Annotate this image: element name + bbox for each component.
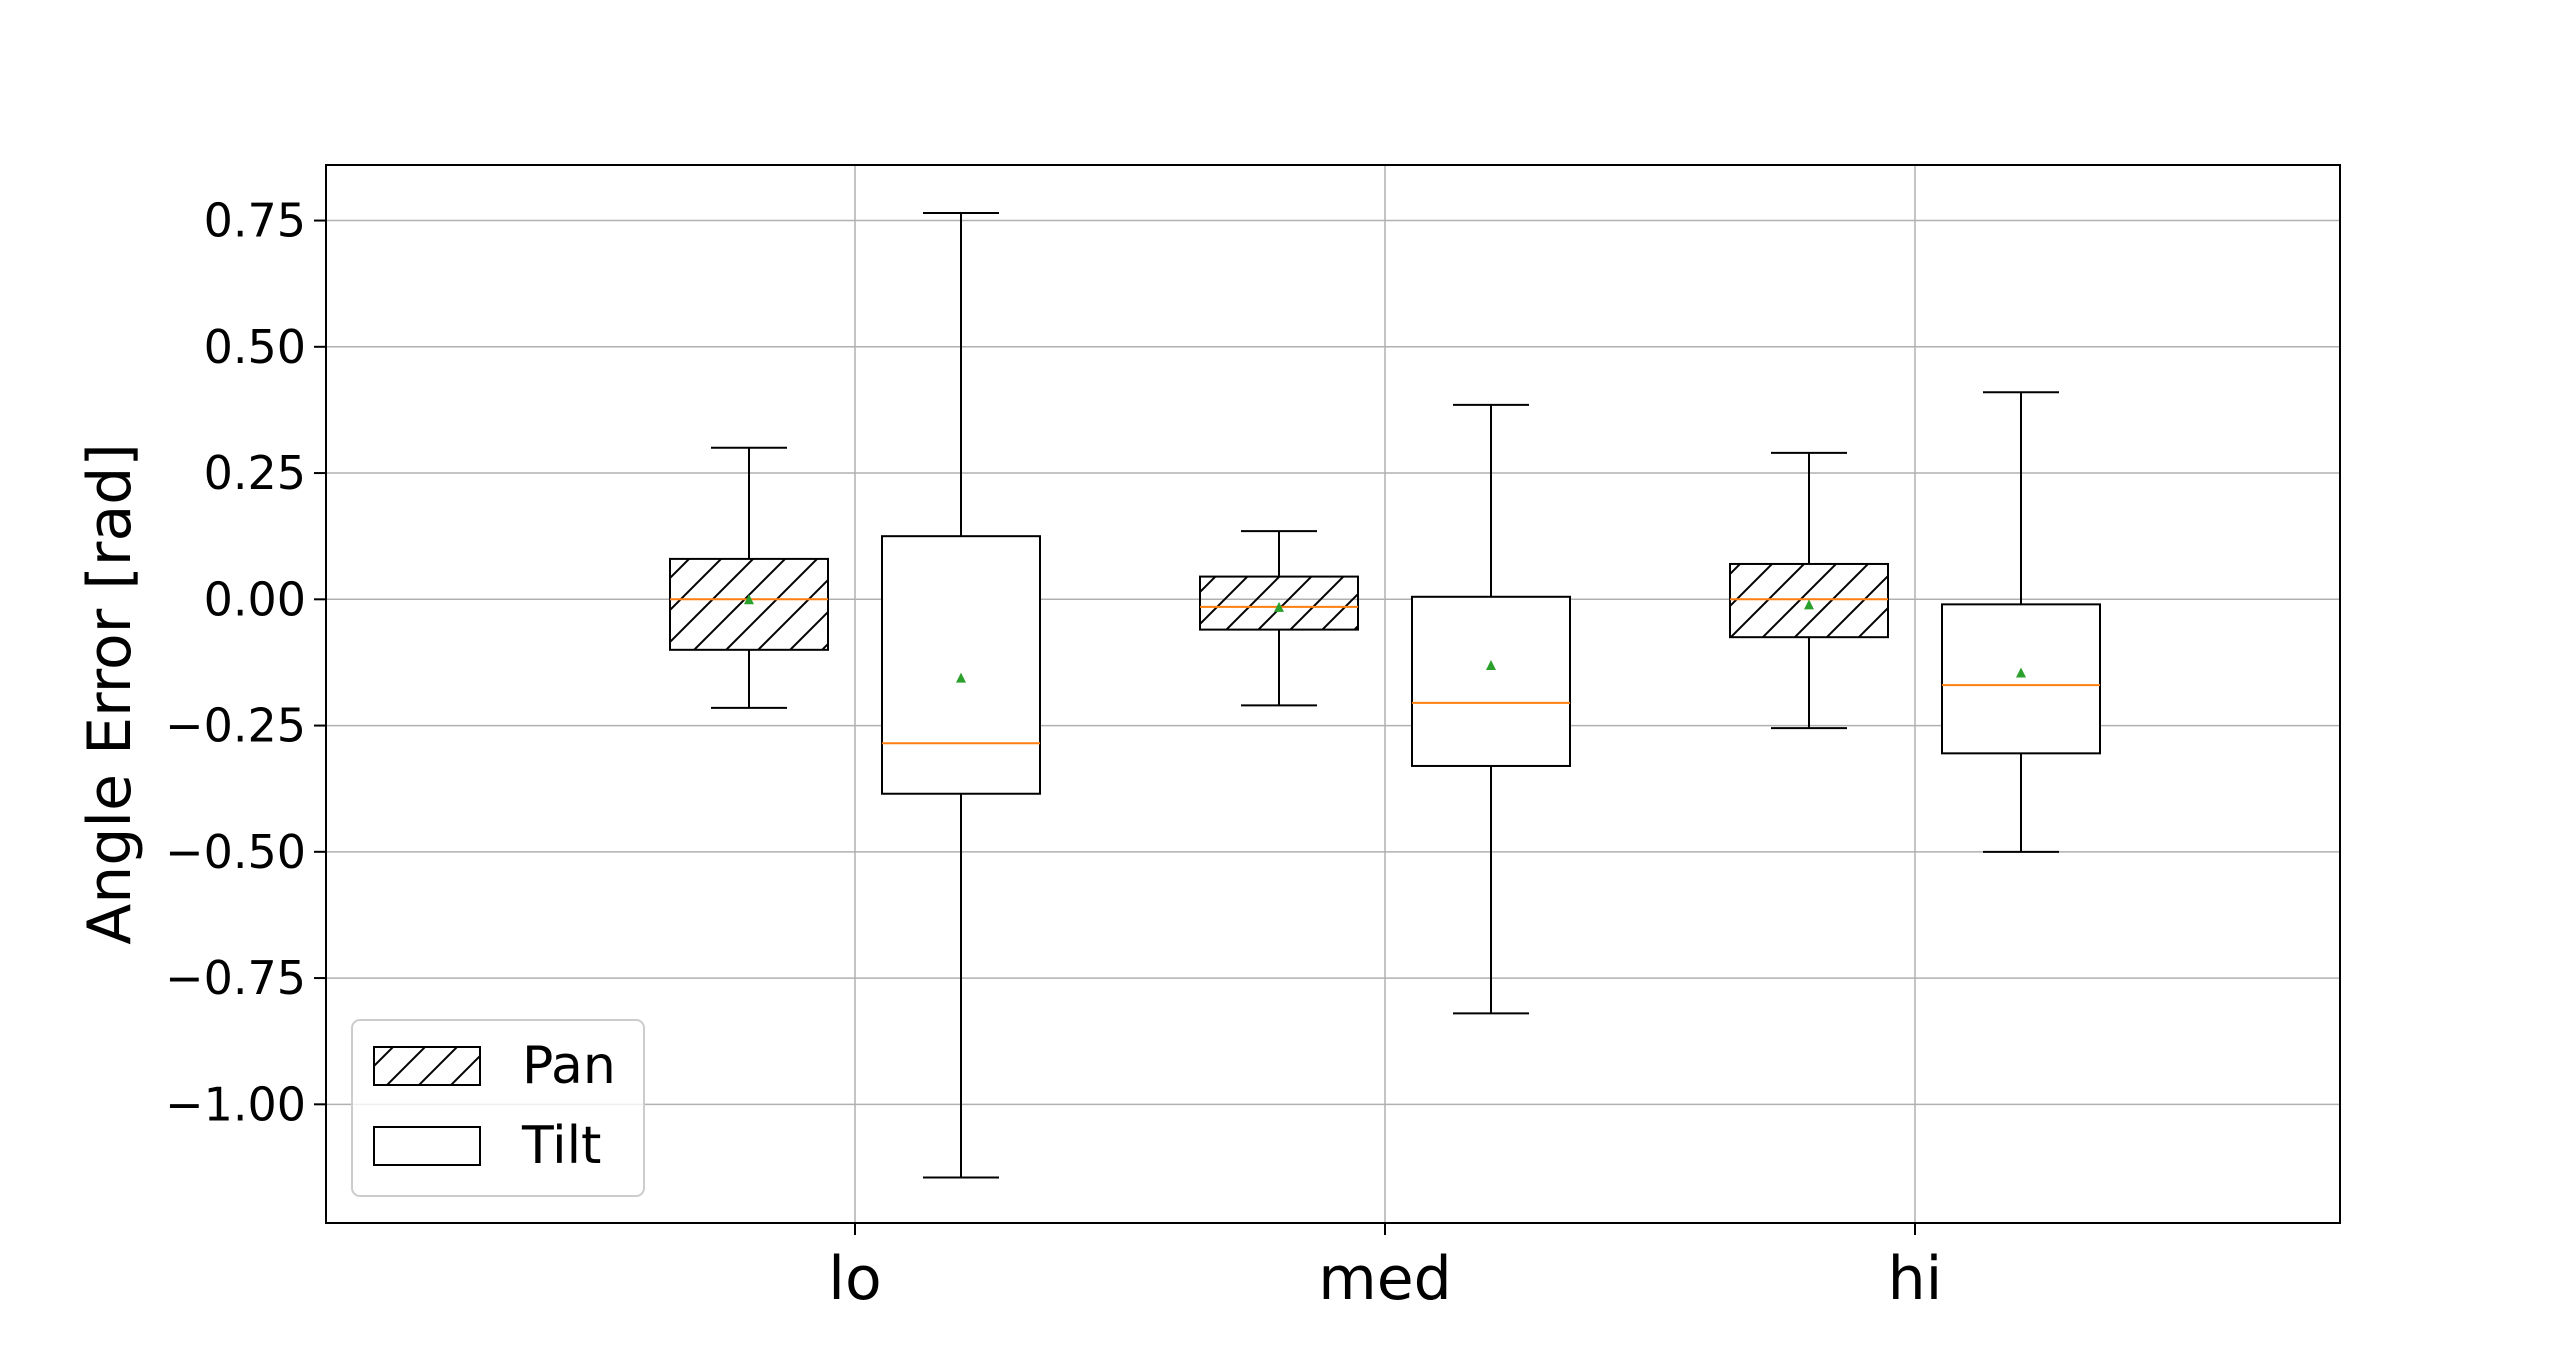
plot-frame (325, 164, 2341, 1224)
y-ticks: 0.75 0.50 0.25 0.00 −0.25 −0.50 −0.75 −1.00 (165, 194, 326, 1131)
x-tick-label: med (1318, 1244, 1451, 1314)
mean-marker (1804, 599, 1814, 610)
iqr-box (1411, 595, 1571, 767)
box-tilt-med (1411, 403, 1571, 1015)
mean-marker (956, 672, 966, 683)
box-pan-lo (669, 446, 829, 709)
grid-lines (326, 165, 2340, 1223)
iqr-box (1941, 603, 2101, 755)
y-tick-label: 0.50 (204, 320, 306, 374)
iqr-box (669, 557, 829, 651)
boxes (669, 211, 2101, 1179)
y-tick-label: 0.25 (204, 446, 306, 500)
mean-marker (744, 594, 754, 605)
legend-label-pan: Pan (522, 1036, 616, 1096)
y-tick-label: 0.75 (204, 194, 306, 248)
box-tilt-lo (881, 211, 1041, 1179)
x-tick-label: hi (1888, 1244, 1943, 1314)
iqr-box (881, 535, 1041, 795)
legend-swatch-tilt (373, 1126, 481, 1166)
legend-swatch-pan (373, 1046, 481, 1086)
box-pan-med (1199, 530, 1359, 707)
mean-marker (1486, 659, 1496, 670)
mean-marker (1274, 601, 1284, 612)
x-tick-label: lo (828, 1244, 881, 1314)
y-axis-label: Angle Error [rad] (75, 443, 145, 944)
x-ticks: lo med hi (828, 1223, 1942, 1314)
y-tick-label: −1.00 (165, 1077, 306, 1131)
legend-label-tilt: Tilt (521, 1116, 601, 1176)
y-tick-label: −0.25 (165, 699, 306, 753)
legend: Pan Tilt (351, 1019, 645, 1197)
y-tick-label: 0.00 (204, 572, 306, 626)
y-tick-label: −0.50 (165, 825, 306, 879)
box-tilt-hi (1941, 391, 2101, 853)
mean-marker (2016, 667, 2026, 678)
y-tick-label: −0.75 (165, 951, 306, 1005)
box-pan-hi (1729, 451, 1889, 730)
